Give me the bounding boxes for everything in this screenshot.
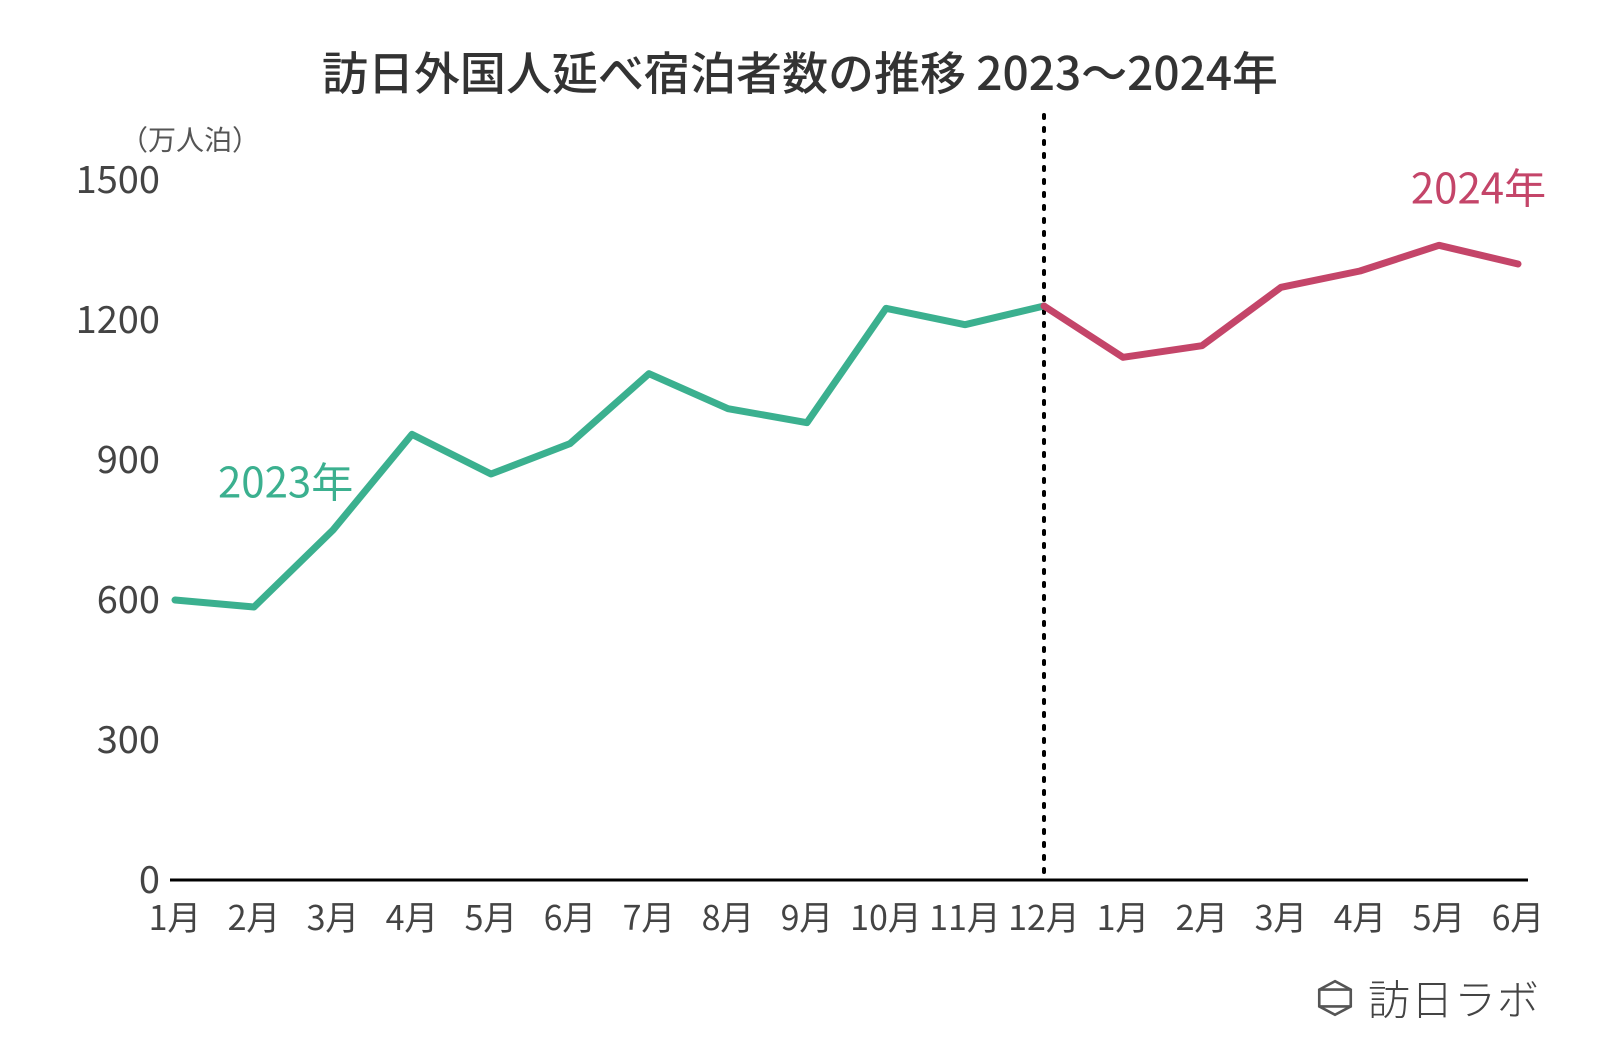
x-tick-label: 10月	[850, 891, 922, 940]
y-tick-label: 900	[97, 429, 160, 484]
x-tick-label: 7月	[623, 891, 676, 940]
series-line	[1044, 245, 1518, 357]
x-tick-label: 12月	[1008, 891, 1080, 940]
x-tick-label: 6月	[1492, 891, 1545, 940]
y-tick-label: 1500	[76, 149, 160, 204]
x-tick-label: 6月	[544, 891, 597, 940]
x-tick-label: 3月	[1255, 891, 1308, 940]
chart-title: 訪日外国人延べ宿泊者数の推移 2023〜2024年	[322, 38, 1278, 104]
x-tick-label: 8月	[702, 891, 755, 940]
x-tick-label: 9月	[781, 891, 834, 940]
series-label: 2023年	[218, 449, 353, 510]
x-tick-label: 5月	[465, 891, 518, 940]
x-tick-label: 4月	[1334, 891, 1387, 940]
hexagon-icon	[1314, 977, 1356, 1019]
y-tick-label: 600	[97, 569, 160, 624]
x-tick-label: 5月	[1413, 891, 1466, 940]
x-tick-label: 3月	[307, 891, 360, 940]
x-tick-label: 1月	[149, 891, 202, 940]
source-logo: 訪日ラボ	[1314, 967, 1540, 1028]
x-tick-label: 11月	[929, 891, 1001, 940]
y-tick-label: 300	[97, 709, 160, 764]
y-tick-label: 1200	[76, 289, 160, 344]
logo-text: 訪日ラボ	[1368, 967, 1540, 1028]
chart-container: 訪日外国人延べ宿泊者数の推移 2023〜2024年（万人泊）0300600900…	[0, 0, 1600, 1048]
x-tick-label: 2月	[1176, 891, 1229, 940]
line-chart: 訪日外国人延べ宿泊者数の推移 2023〜2024年（万人泊）0300600900…	[0, 0, 1600, 1048]
x-tick-label: 1月	[1097, 891, 1150, 940]
series-label: 2024年	[1411, 155, 1546, 216]
x-tick-label: 2月	[228, 891, 281, 940]
x-tick-label: 4月	[386, 891, 439, 940]
